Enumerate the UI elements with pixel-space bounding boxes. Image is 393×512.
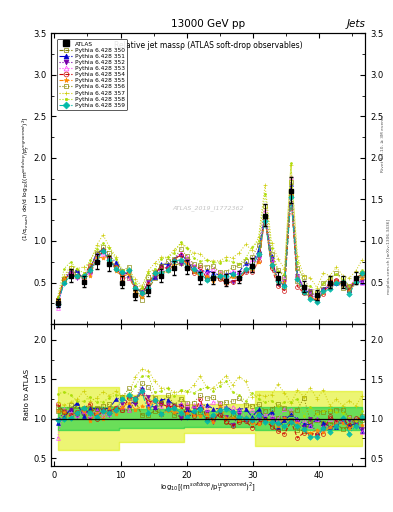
Text: 13000 GeV pp: 13000 GeV pp bbox=[171, 19, 245, 29]
Text: Rivet 3.1.10, ≥ 3M events: Rivet 3.1.10, ≥ 3M events bbox=[381, 115, 385, 172]
Text: mcplots.cern.ch [arXiv:1306.3436]: mcplots.cern.ch [arXiv:1306.3436] bbox=[387, 219, 391, 293]
Y-axis label: (1/σ$_{resum}$) dσ/d log$_{10}$[(m$^{soft drop}$/p$_T^{ungroomed}$)$^2$]: (1/σ$_{resum}$) dσ/d log$_{10}$[(m$^{sof… bbox=[20, 116, 31, 241]
X-axis label: log$_{10}$[(m$^{soft drop}$/p$_T^{ungroomed}$)$^2$]: log$_{10}$[(m$^{soft drop}$/p$_T^{ungroo… bbox=[160, 481, 256, 494]
Text: Relative jet massρ (ATLAS soft-drop observables): Relative jet massρ (ATLAS soft-drop obse… bbox=[114, 40, 303, 50]
Y-axis label: Ratio to ATLAS: Ratio to ATLAS bbox=[24, 370, 30, 420]
Legend: ATLAS, Pythia 6.428 350, Pythia 6.428 351, Pythia 6.428 352, Pythia 6.428 353, P: ATLAS, Pythia 6.428 350, Pythia 6.428 35… bbox=[57, 39, 127, 110]
Text: Jets: Jets bbox=[347, 19, 365, 29]
Text: ATLAS_2019_I1772362: ATLAS_2019_I1772362 bbox=[173, 205, 244, 210]
